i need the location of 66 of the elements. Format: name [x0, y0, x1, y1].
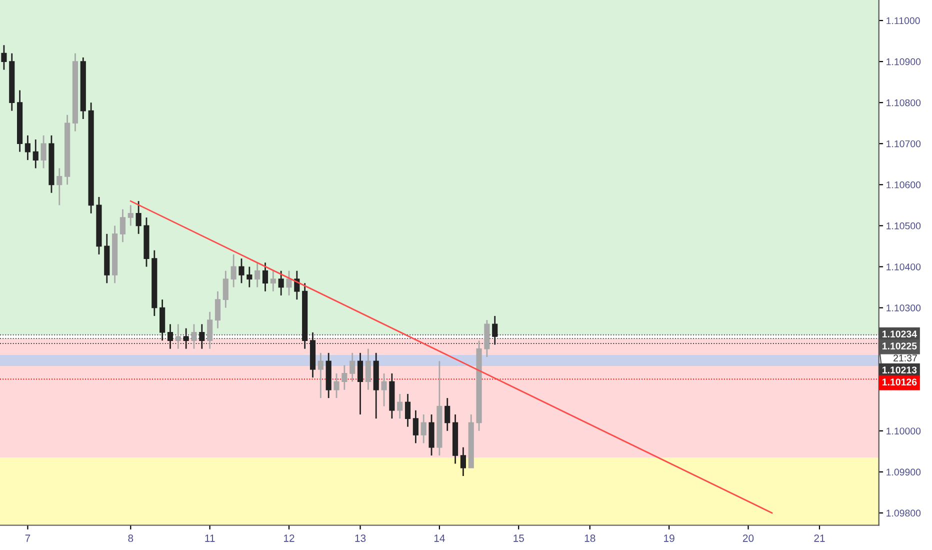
y-tick-label: 1.10600	[886, 181, 921, 188]
text: 21:37	[894, 354, 917, 362]
candlestick	[136, 200, 142, 235]
candlestick	[246, 266, 252, 288]
candlestick	[318, 352, 324, 399]
candlestick	[286, 270, 292, 296]
candlestick	[175, 323, 181, 350]
candlestick	[404, 393, 411, 428]
y-tick-label: 1.10500	[886, 222, 921, 230]
candlestick	[120, 208, 126, 243]
y-tick-label: 1.10300	[886, 304, 921, 312]
candlestick	[222, 270, 228, 308]
x-tick-label: 18	[584, 534, 596, 542]
x-tick-label: 12	[284, 534, 294, 542]
candlestick	[24, 134, 31, 161]
candlestick	[1, 44, 7, 70]
y-tick-label: 1.10400	[886, 263, 921, 270]
x-tick-label: 14	[434, 534, 445, 542]
ref-line-label: 1.10126	[882, 378, 917, 386]
candlestick	[365, 348, 371, 391]
candlestick	[294, 270, 300, 300]
candlestick	[492, 315, 498, 346]
candlestick	[56, 168, 62, 206]
candlestick	[444, 397, 450, 432]
candlestick	[191, 323, 197, 350]
x-tick-label: 8	[128, 534, 134, 542]
y-tick-label: 1.10900	[886, 58, 921, 66]
candlestick	[167, 323, 174, 350]
x-tick-label: 11	[205, 534, 215, 542]
candlestick	[199, 323, 205, 350]
candlestick	[342, 364, 348, 391]
x-tick-label: 13	[355, 534, 366, 542]
candlestick	[278, 270, 284, 296]
ref-line-label: 1.10225	[882, 342, 917, 350]
y-tick-label: 1.09900	[886, 468, 921, 476]
x-tick-label: 20	[742, 534, 754, 542]
candlestick	[254, 262, 260, 288]
candlestick	[32, 138, 38, 169]
candlestick	[270, 270, 276, 292]
candlestick	[238, 258, 244, 284]
candlestick	[412, 410, 418, 444]
ref-line-label: 1.10213	[882, 366, 917, 374]
candlestick	[357, 352, 364, 416]
candlestick	[207, 311, 213, 350]
candlestick	[40, 134, 46, 169]
candlestick	[230, 254, 236, 288]
candlestick	[397, 393, 403, 420]
ref-line-label: 1.10234	[882, 330, 917, 338]
y-tick-label: 1.10700	[886, 140, 921, 148]
candlestick	[183, 328, 189, 350]
candlestick	[381, 372, 387, 407]
y-tick-label: 1.10800	[886, 99, 921, 106]
x-tick-label: 15	[514, 534, 524, 542]
candlestick	[262, 262, 268, 292]
candlestick	[334, 372, 340, 399]
candlestick	[420, 414, 426, 444]
x-tick-label: 19	[664, 534, 674, 542]
candlestick	[350, 352, 356, 382]
y-tick-label: 1.11000	[886, 17, 920, 24]
y-tick-label: 1.09800	[886, 510, 921, 517]
candlestick	[460, 446, 466, 477]
x-tick-label: 21	[814, 534, 825, 542]
x-tick-label: 7	[25, 534, 30, 542]
candlestick	[214, 290, 221, 329]
y-tick-label: 1.10000	[886, 428, 921, 434]
candlestick	[128, 204, 134, 226]
